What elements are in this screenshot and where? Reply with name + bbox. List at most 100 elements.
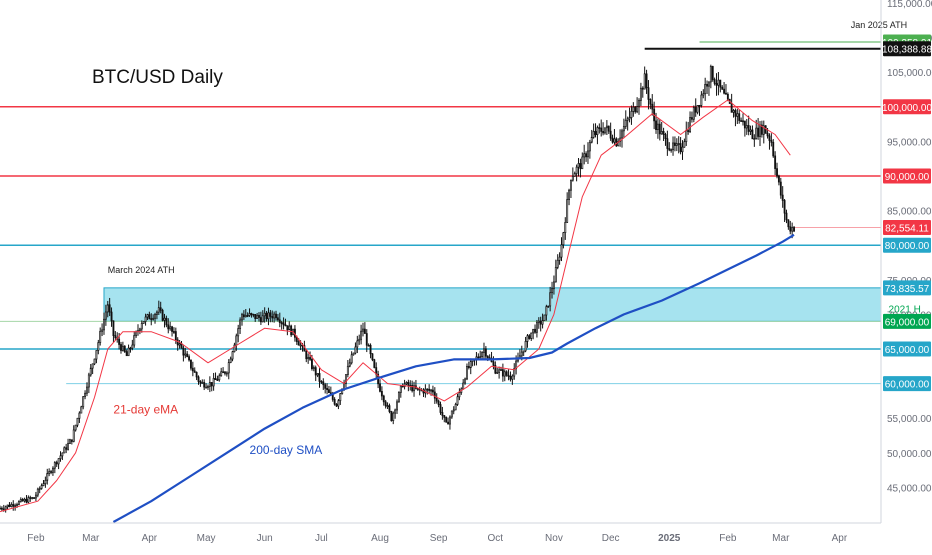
candle-body <box>486 355 489 359</box>
candle-body <box>399 385 402 393</box>
candle-body <box>503 371 506 377</box>
candle-body <box>462 382 465 390</box>
candle-body <box>276 317 279 321</box>
candle-body <box>611 137 614 143</box>
candle-body <box>0 507 1 510</box>
candle-body <box>454 404 457 411</box>
candle-body <box>16 504 18 506</box>
candle-body <box>466 366 468 380</box>
candle-body <box>51 467 54 473</box>
candle-body <box>322 381 325 386</box>
candle-body <box>647 87 650 100</box>
candle-body <box>125 351 128 357</box>
candle-body <box>114 335 117 339</box>
price-tag: 69,000.00 <box>885 317 930 328</box>
candle-body <box>535 322 538 333</box>
candle-body <box>352 352 355 356</box>
candle-body <box>753 138 756 140</box>
candle-body <box>384 401 387 407</box>
candle-body <box>666 138 669 149</box>
candle-body <box>621 130 623 139</box>
x-tick-label: May <box>197 533 216 544</box>
candle-body <box>747 125 750 132</box>
candle-body <box>505 371 508 376</box>
candle-body <box>182 347 185 356</box>
candle-body <box>0 507 3 510</box>
candle-body <box>67 443 69 450</box>
candle-body <box>507 374 510 377</box>
candle-body <box>545 306 548 316</box>
candle-body <box>568 189 570 200</box>
candle-body <box>700 94 703 106</box>
candle-body <box>511 375 514 380</box>
candle-body <box>225 372 228 375</box>
candle-body <box>730 103 733 113</box>
candle-body <box>411 384 414 392</box>
candle-body <box>127 347 130 357</box>
price-tag: 100,000.00 <box>882 103 932 114</box>
candle-body <box>14 505 17 507</box>
candle-body <box>452 409 455 412</box>
candle-body <box>445 417 448 423</box>
resistance-zone <box>103 287 882 322</box>
candle-body <box>725 92 727 95</box>
candle-body <box>783 200 786 214</box>
candle-body <box>129 347 132 350</box>
annotation-label: Jan 2025 ATH <box>851 20 907 30</box>
candle-body <box>626 118 629 121</box>
candle-body <box>369 344 372 355</box>
candle-body <box>362 328 364 332</box>
candle-body <box>288 325 291 331</box>
candle-body <box>526 335 529 342</box>
candle-body <box>172 331 175 333</box>
candle-body <box>324 384 327 389</box>
candle-body <box>768 135 771 141</box>
y-tick-label: 115,000.00 <box>887 0 932 10</box>
candle-body <box>530 332 533 339</box>
candle-body <box>570 179 572 191</box>
candle-body <box>537 320 540 324</box>
x-tick-label: Feb <box>719 533 737 544</box>
candle-body <box>715 83 718 86</box>
candle-body <box>638 100 640 107</box>
candle-body <box>607 125 610 132</box>
candle-body <box>683 141 686 148</box>
candle-body <box>133 335 136 346</box>
candle-body <box>78 412 81 419</box>
candle-body <box>59 455 62 460</box>
candle-body <box>4 506 7 510</box>
candle-body <box>562 232 565 246</box>
candle-body <box>397 392 400 403</box>
candle-body <box>634 106 637 113</box>
candle-body <box>698 105 701 107</box>
candle-body <box>152 317 155 320</box>
candle-body <box>588 141 591 152</box>
candle-body <box>709 66 712 83</box>
candle-body <box>216 379 219 381</box>
annotation-label: 200-day SMA <box>250 443 323 457</box>
candle-body <box>556 259 559 268</box>
y-tick-label: 95,000.00 <box>887 137 932 148</box>
candle-body <box>174 331 177 341</box>
candle-body <box>205 386 208 389</box>
price-tag-bg <box>883 41 931 57</box>
y-tick-label: 105,000.00 <box>887 68 932 79</box>
price-tag-bg <box>883 313 931 329</box>
candle-body <box>346 365 349 375</box>
candle-body <box>721 86 724 90</box>
candle-body <box>579 163 582 170</box>
candle-body <box>210 382 213 387</box>
candle-body <box>120 344 122 351</box>
price-tag-bg <box>883 341 931 357</box>
candle-body <box>587 150 589 158</box>
candle-body <box>396 401 398 411</box>
candle-body <box>6 504 9 508</box>
candle-body <box>97 342 100 351</box>
candle-body <box>239 319 242 329</box>
candle-body <box>314 367 317 376</box>
candle-body <box>641 87 644 90</box>
candle-body <box>662 131 665 135</box>
candle-body <box>441 412 444 416</box>
annotation-label: March 2024 ATH <box>108 265 175 275</box>
candle-body <box>220 371 223 377</box>
